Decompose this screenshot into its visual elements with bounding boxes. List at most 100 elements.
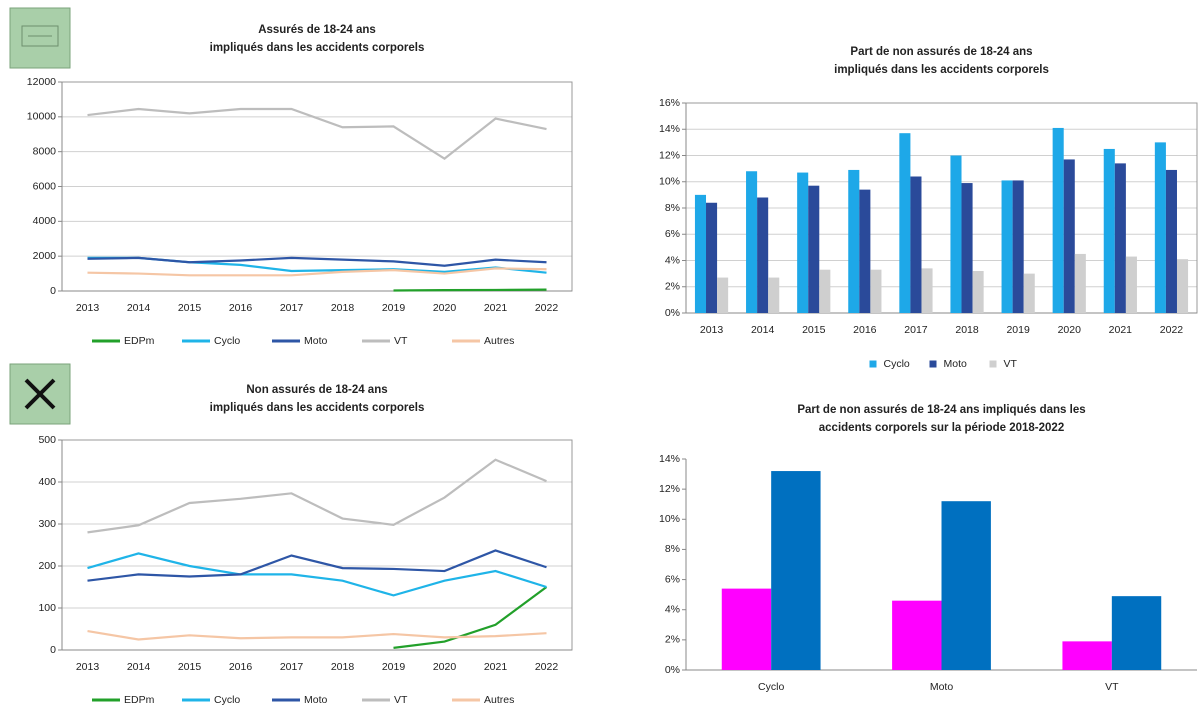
bar [921,268,933,313]
bar [848,169,860,313]
legend-label: Cyclo [884,358,910,370]
y-tick-label: 6% [665,573,680,585]
x-tick-label: 2014 [751,324,775,336]
bar [771,471,821,670]
bar [870,269,882,313]
x-tick-label: 2015 [178,661,202,673]
x-tick-label: 2017 [904,324,928,336]
x-tick-label: 2020 [433,661,457,673]
y-tick-label: 2% [665,634,680,646]
x-tick-label: 2015 [802,324,826,336]
line-series [87,107,547,160]
bar [1154,142,1166,313]
x-tick-label: 2022 [1160,324,1184,336]
legend-label: Moto [304,335,328,347]
legend-label: VT [394,335,408,347]
y-tick-label: 2000 [33,250,57,262]
y-tick-label: 6% [665,228,680,240]
line-series [87,630,547,641]
y-tick-label: 300 [38,518,56,530]
bar [717,277,729,313]
bar [1165,169,1177,313]
bar [1103,148,1115,313]
x-tick-label: Cyclo [758,681,784,693]
bar [1114,163,1126,313]
y-tick-label: 400 [38,476,56,488]
bar [1074,253,1086,313]
bar [757,197,769,313]
bar [1062,641,1112,670]
y-tick-label: 0% [665,307,680,319]
line-series [87,552,547,597]
y-tick-label: 6000 [33,180,57,192]
x-tick-label: 2014 [127,302,151,314]
bar [950,155,962,313]
bar [892,600,942,670]
line-series [87,267,547,277]
line-series [87,458,547,534]
x-tick-label: 2015 [178,302,202,314]
y-tick-label: 8000 [33,145,57,157]
y-tick-label: 0 [50,644,56,656]
chart-title: Part de non assurés de 18-24 ans [850,46,1032,58]
legend-label: Autres [484,335,514,347]
x-tick-label: 2013 [76,302,100,314]
plot-frame [61,439,573,651]
x-tick-label: 2018 [331,661,355,673]
x-tick-label: 2019 [382,661,406,673]
line-series [393,288,547,292]
bar [1052,127,1064,313]
legend-label: VT [1004,358,1018,370]
bar [1111,596,1162,670]
legend-label: EDPm [124,694,155,706]
x-tick-label: Moto [930,681,954,693]
x-tick-label: 2020 [1058,324,1082,336]
bar [706,202,718,313]
legend-label: Moto [944,358,968,370]
y-tick-label: 4000 [33,215,57,227]
x-tick-label: 2021 [484,661,508,673]
chart-title: Non assurés de 18-24 ans [246,384,387,396]
x-tick-label: 2019 [382,302,406,314]
y-tick-label: 8% [665,202,680,214]
y-tick-label: 500 [38,434,56,446]
bar [1023,273,1035,313]
y-tick-label: 0 [50,285,56,297]
y-tick-label: 8% [665,543,680,555]
line-series [393,586,548,649]
y-tick-label: 12% [659,483,680,495]
x-tick-label: 2022 [535,302,559,314]
legend-label: Cyclo [214,335,240,347]
x-tick-label: 2013 [700,324,724,336]
x-tick-label: 2017 [280,661,304,673]
bar [859,189,871,313]
y-tick-label: 4% [665,603,680,615]
legend-label: Autres [484,694,514,706]
bar [768,277,780,313]
line-series [87,549,547,582]
chart-title: Assurés de 18-24 ans [258,24,376,36]
x-tick-label: VT [1105,681,1119,693]
x-tick-label: 2018 [331,302,355,314]
legend-swatch [929,360,937,368]
bar [819,269,831,313]
bar [1063,159,1075,313]
x-tick-label: 2017 [280,302,304,314]
chart-title: accidents corporels sur la période 2018-… [819,422,1064,434]
bar [972,271,984,313]
legend-label: VT [394,694,408,706]
bar [721,588,772,670]
y-tick-label: 16% [659,97,680,109]
bar [797,172,809,313]
icon-close [9,363,71,425]
x-tick-label: 2022 [535,661,559,673]
chart-title: impliqués dans les accidents corporels [834,64,1049,76]
bar [1001,180,1013,313]
y-tick-label: 200 [38,560,56,572]
y-tick-label: 14% [659,453,680,465]
x-tick-label: 2019 [1006,324,1030,336]
legend-label: Cyclo [214,694,240,706]
bar [910,176,922,313]
x-tick-label: 2021 [484,302,508,314]
